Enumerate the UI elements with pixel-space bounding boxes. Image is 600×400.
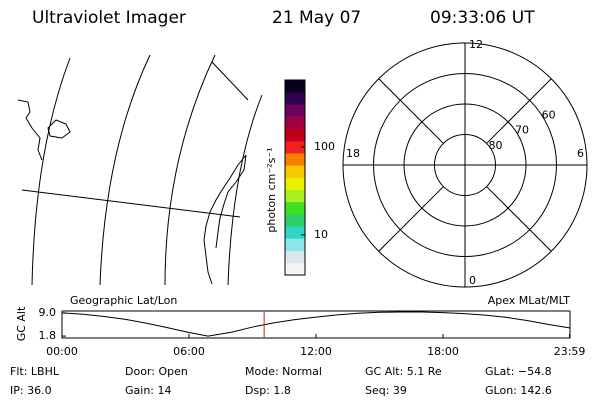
mlt-label: 6 [577, 147, 584, 160]
date: 21 May 07 [272, 8, 361, 28]
plot-frame [61, 310, 571, 339]
polar-ring [434, 134, 496, 196]
status-field: GC Alt: 5.1 Re [365, 365, 442, 378]
instrument-title: Ultraviolet Imager [32, 8, 186, 28]
mlt-label: 12 [469, 38, 483, 51]
colorbar-band [285, 262, 305, 276]
colorbar-band [285, 238, 305, 251]
status-field: IP: 36.0 [10, 384, 52, 397]
status-field: Mode: Normal [245, 365, 322, 378]
x-tick-label: 18:00 [427, 345, 459, 358]
y-tick-label: 1.8 [39, 329, 57, 342]
colorbar-band [285, 214, 305, 227]
x-tick-label: 23:59 [554, 345, 586, 358]
colorbar-band [285, 226, 305, 239]
polar-ring [403, 103, 527, 227]
annotation: Geographic Lat/Lon [70, 294, 177, 307]
x-tick-label: 00:00 [46, 345, 78, 358]
latitude-label: 80 [489, 139, 503, 152]
colorbar-label: photon cm⁻²s⁻¹ [265, 147, 278, 232]
colorbar-band [285, 104, 305, 117]
status-field: GLon: 142.6 [485, 384, 552, 397]
latitude-label: 70 [515, 124, 529, 137]
colorbar-band [285, 140, 305, 154]
colorbar-band [285, 177, 305, 190]
mlt-label: 18 [346, 147, 360, 160]
polar-diagonal [378, 78, 444, 144]
latitude-label: 60 [542, 108, 556, 121]
y-axis-label: GC Alt [15, 306, 28, 341]
colorbar-frame [284, 79, 306, 276]
status-field: Door: Open [125, 365, 188, 378]
status-field: Seq: 39 [365, 384, 407, 397]
colorbar-band [285, 189, 305, 203]
geographic-map [17, 54, 263, 286]
colorbar-tick-label: 100 [314, 140, 335, 153]
polar-diagonal [486, 186, 552, 252]
mlt-label: 0 [469, 274, 476, 287]
colorbar-band [285, 250, 305, 264]
colorbar-band [285, 165, 305, 178]
colorbar-tick-label: 10 [314, 228, 328, 241]
y-tick-label: 9.0 [39, 306, 57, 319]
colorbar-band [285, 153, 305, 166]
annotation: Apex MLat/MLT [488, 294, 571, 307]
colorbar-band [285, 92, 305, 105]
colorbar-band [285, 201, 305, 215]
time: 09:33:06 UT [430, 8, 535, 28]
x-tick-label: 06:00 [173, 345, 205, 358]
status-field: Flt: LBHL [10, 365, 60, 378]
polar-diagonal [378, 186, 444, 252]
altitude-line [61, 311, 571, 337]
colorbar-band [285, 80, 305, 93]
polar-ring [373, 73, 557, 257]
status-field: GLat: −54.8 [485, 365, 552, 378]
x-tick-label: 12:00 [300, 345, 332, 358]
colorbar-band [285, 116, 305, 130]
colorbar-band [285, 128, 305, 142]
polar-diagonal [486, 78, 552, 144]
status-field: Gain: 14 [125, 384, 172, 397]
status-field: Dsp: 1.8 [245, 384, 291, 397]
